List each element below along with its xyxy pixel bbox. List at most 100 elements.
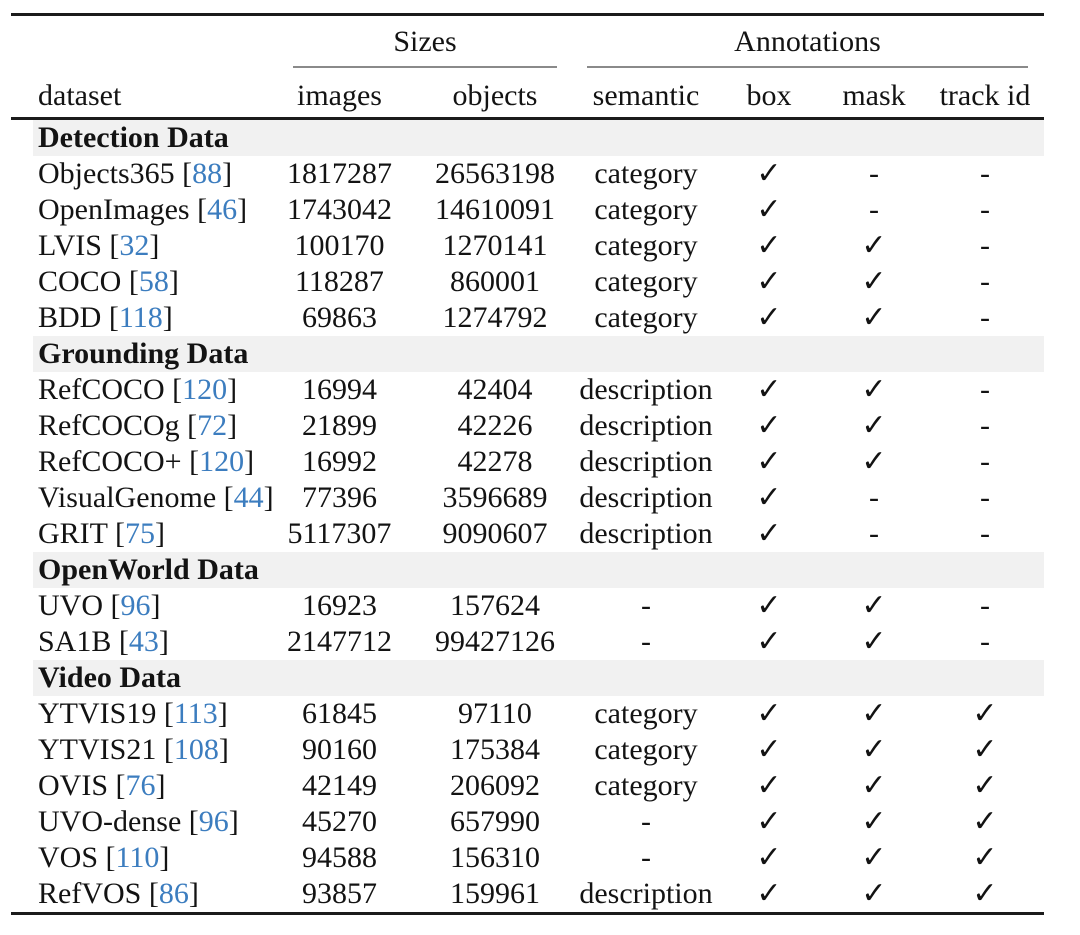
citation-bracket: ] bbox=[222, 157, 233, 190]
cell-value: 21899 bbox=[302, 409, 377, 442]
citation-bracket: ] bbox=[150, 589, 161, 622]
dataset-name: BDD bbox=[38, 301, 102, 334]
objects-cell: 175384 bbox=[414, 732, 576, 768]
cell-value: 2147712 bbox=[287, 625, 392, 658]
dataset-cell: Objects365 [88] bbox=[11, 156, 265, 192]
citation-link[interactable]: 120 bbox=[182, 373, 228, 406]
cell-value: 42278 bbox=[457, 445, 533, 478]
section-title: Grounding Data bbox=[38, 337, 249, 370]
citation-bracket: ] bbox=[149, 229, 160, 262]
citation-bracket: [ bbox=[189, 193, 208, 226]
checkmark-icon: ✓ bbox=[861, 877, 887, 910]
box-cell: ✓ bbox=[716, 516, 822, 552]
citation-link[interactable]: 75 bbox=[124, 517, 155, 550]
dash-glyph: - bbox=[980, 481, 990, 514]
citation-link[interactable]: 113 bbox=[173, 697, 218, 730]
citation-bracket: [ bbox=[141, 877, 159, 910]
citation-link[interactable]: 44 bbox=[233, 481, 264, 514]
table-row: UVO-dense [96] 45270 657990 - ✓ ✓ ✓ bbox=[11, 804, 1044, 840]
section-title: Video Data bbox=[38, 661, 182, 694]
box-cell: ✓ bbox=[716, 444, 822, 480]
trackid-cell: - bbox=[926, 300, 1044, 336]
mask-cell: ✓ bbox=[822, 768, 926, 804]
checkmark-icon: ✓ bbox=[756, 733, 782, 766]
mask-cell: - bbox=[822, 156, 926, 192]
citation-link[interactable]: 46 bbox=[207, 193, 238, 226]
citation-bracket: ] bbox=[263, 481, 274, 514]
citation-bracket: ] bbox=[154, 517, 165, 550]
checkmark-icon: ✓ bbox=[861, 409, 887, 442]
dataset-name: YTVIS19 bbox=[38, 697, 157, 730]
citation-bracket: ] bbox=[217, 697, 228, 730]
citation-link[interactable]: 72 bbox=[197, 409, 228, 442]
mask-cell: ✓ bbox=[822, 804, 926, 840]
citation-link[interactable]: 120 bbox=[199, 445, 245, 478]
citation-link[interactable]: 118 bbox=[118, 301, 163, 334]
dataset-cell: RefVOS [86] bbox=[11, 876, 265, 912]
table-row: RefCOCOg [72] 21899 42226 description ✓ ✓ - bbox=[11, 408, 1044, 444]
checkmark-icon: ✓ bbox=[861, 373, 887, 406]
semantic-cell: category bbox=[576, 228, 716, 264]
dash-glyph: - bbox=[869, 193, 879, 226]
images-cell: 42149 bbox=[265, 768, 414, 804]
citation-link[interactable]: 43 bbox=[128, 625, 159, 658]
trackid-cell: - bbox=[926, 480, 1044, 516]
table-row: VisualGenome [44] 77396 3596689 description… bbox=[11, 480, 1044, 516]
cell-value: 97110 bbox=[458, 697, 532, 730]
dataset-cell: YTVIS19 [113] bbox=[11, 696, 265, 732]
dataset-name: OVIS bbox=[38, 769, 109, 802]
dataset-cell: RefCOCO [120] bbox=[11, 372, 265, 408]
cell-value: category bbox=[594, 769, 698, 802]
dash-glyph: - bbox=[980, 193, 990, 226]
box-cell: ✓ bbox=[716, 840, 822, 876]
dataset-name: RefVOS bbox=[38, 877, 142, 910]
dash-glyph: - bbox=[641, 841, 651, 874]
trackid-cell: - bbox=[926, 192, 1044, 228]
cell-value: 16923 bbox=[302, 589, 377, 622]
table-row: VOS [110] 94588 156310 - ✓ ✓ ✓ bbox=[11, 840, 1044, 876]
dash-glyph: - bbox=[980, 517, 990, 550]
semantic-cell: category bbox=[576, 696, 716, 732]
citation-link[interactable]: 96 bbox=[198, 805, 229, 838]
checkmark-icon: ✓ bbox=[756, 841, 782, 874]
table-header-rule bbox=[11, 117, 1044, 120]
objects-cell: 159961 bbox=[414, 876, 576, 912]
dataset-cell: RefCOCO+ [120] bbox=[11, 444, 265, 480]
column-header-mask: mask bbox=[842, 79, 906, 112]
images-cell: 61845 bbox=[265, 696, 414, 732]
semantic-cell: category bbox=[576, 264, 716, 300]
images-cell: 69863 bbox=[265, 300, 414, 336]
section-header-row: Video Data bbox=[11, 660, 1044, 696]
checkmark-icon: ✓ bbox=[756, 265, 782, 298]
trackid-cell: ✓ bbox=[926, 840, 1044, 876]
section-title: OpenWorld Data bbox=[38, 553, 259, 586]
cell-value: 100170 bbox=[294, 229, 385, 262]
table-row: LVIS [32] 100170 1270141 category ✓ ✓ - bbox=[11, 228, 1044, 264]
images-cell: 16992 bbox=[265, 444, 414, 480]
column-header-box: box bbox=[746, 79, 792, 112]
section-header-row: Detection Data bbox=[11, 120, 1044, 156]
citation-link[interactable]: 110 bbox=[115, 841, 160, 874]
dataset-name: GRIT bbox=[38, 517, 108, 550]
citation-link[interactable]: 76 bbox=[125, 769, 156, 802]
dash-glyph: - bbox=[980, 409, 990, 442]
citation-link[interactable]: 58 bbox=[138, 265, 169, 298]
checkmark-icon: ✓ bbox=[972, 805, 998, 838]
table-row: BDD [118] 69863 1274792 category ✓ ✓ - bbox=[11, 300, 1044, 336]
checkmark-icon: ✓ bbox=[756, 589, 782, 622]
table-row: RefCOCO+ [120] 16992 42278 description ✓ ✓ - bbox=[11, 444, 1044, 480]
cell-value: description bbox=[579, 481, 713, 514]
box-cell: ✓ bbox=[716, 588, 822, 624]
citation-link[interactable]: 96 bbox=[120, 589, 151, 622]
trackid-cell: - bbox=[926, 624, 1044, 660]
citation-link[interactable]: 86 bbox=[158, 877, 189, 910]
citation-bracket: [ bbox=[179, 409, 198, 442]
dataset-cell: BDD [118] bbox=[11, 300, 265, 336]
cell-value: 1270141 bbox=[442, 229, 548, 262]
citation-link[interactable]: 32 bbox=[119, 229, 150, 262]
images-cell: 94588 bbox=[265, 840, 414, 876]
citation-link[interactable]: 88 bbox=[192, 157, 223, 190]
cell-value: 42404 bbox=[457, 373, 533, 406]
cell-value: 175384 bbox=[450, 733, 540, 766]
citation-link[interactable]: 108 bbox=[173, 733, 219, 766]
